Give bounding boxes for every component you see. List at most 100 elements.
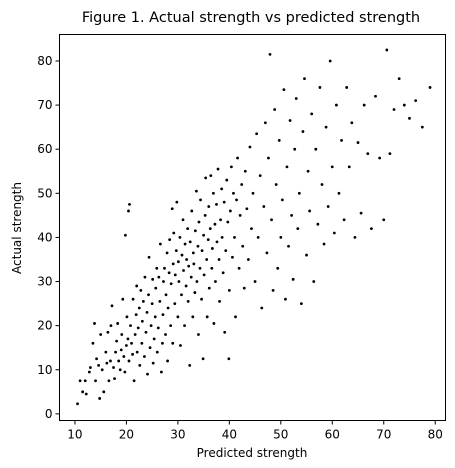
data-point — [168, 238, 172, 242]
data-point — [203, 213, 207, 217]
data-point — [253, 280, 257, 283]
data-point — [163, 266, 166, 270]
data-point — [95, 357, 98, 361]
data-point — [356, 141, 360, 144]
data-point — [382, 218, 386, 222]
x-tick-label: 80 — [428, 428, 443, 442]
data-point — [260, 306, 264, 310]
data-point — [132, 379, 136, 383]
data-point — [214, 280, 217, 283]
data-point — [234, 315, 237, 319]
data-point — [149, 324, 153, 328]
y-axis-label: Actual strength — [10, 182, 24, 274]
data-point — [189, 275, 193, 279]
data-point — [310, 112, 314, 116]
data-point — [200, 297, 203, 301]
data-point — [414, 99, 418, 103]
data-point — [291, 277, 295, 281]
data-point — [162, 280, 165, 283]
data-point — [154, 286, 158, 290]
data-point — [186, 227, 190, 231]
data-point — [232, 191, 235, 195]
plot-area — [59, 34, 446, 421]
data-point — [369, 227, 373, 231]
data-point — [205, 315, 209, 319]
y-tick-label: 80 — [37, 54, 52, 68]
data-point — [280, 198, 284, 202]
data-point — [277, 138, 281, 142]
data-point — [147, 255, 151, 259]
data-point — [164, 333, 167, 336]
data-point — [340, 138, 343, 142]
data-point — [116, 322, 120, 325]
data-point — [186, 299, 190, 303]
data-point — [93, 322, 96, 325]
data-point — [213, 222, 217, 226]
data-point — [263, 121, 267, 125]
data-point — [204, 176, 208, 180]
data-point — [174, 249, 178, 253]
data-point — [155, 266, 159, 270]
data-point — [246, 258, 250, 261]
data-point — [195, 189, 198, 193]
data-point — [146, 372, 149, 376]
data-point — [169, 324, 173, 328]
data-point — [134, 313, 138, 317]
data-point — [245, 207, 249, 211]
data-point — [198, 266, 202, 270]
data-point — [176, 260, 180, 264]
data-point — [242, 286, 246, 290]
data-point — [121, 297, 125, 301]
data-point — [258, 174, 262, 178]
x-axis-label: Predicted strength — [197, 446, 308, 460]
data-point — [359, 211, 363, 215]
data-point — [276, 266, 280, 270]
data-point — [271, 288, 275, 292]
x-tick-label: 10 — [67, 428, 82, 442]
data-point — [123, 233, 127, 237]
data-point — [152, 337, 156, 341]
data-point — [312, 280, 316, 283]
data-point — [144, 330, 148, 334]
data-point — [177, 280, 181, 283]
data-point — [127, 359, 131, 363]
data-point — [151, 277, 155, 281]
data-point — [88, 366, 92, 369]
data-point — [125, 315, 129, 319]
data-point — [342, 218, 346, 222]
data-point — [141, 299, 145, 303]
y-tick-label: 60 — [37, 142, 52, 156]
data-point — [305, 253, 308, 257]
data-point — [326, 205, 330, 208]
data-point — [350, 121, 354, 125]
data-point — [195, 280, 199, 283]
data-point — [179, 344, 182, 347]
data-point — [166, 359, 169, 363]
data-point — [202, 273, 206, 277]
data-point — [145, 311, 149, 314]
data-point — [126, 337, 130, 341]
data-point — [191, 315, 195, 319]
data-point — [322, 242, 326, 246]
data-point — [196, 244, 200, 248]
data-point — [131, 297, 135, 301]
data-point — [98, 397, 102, 400]
data-point — [293, 147, 297, 151]
data-point — [153, 315, 157, 319]
data-point — [157, 275, 161, 279]
data-point — [294, 97, 298, 100]
data-point — [193, 291, 197, 294]
data-point — [210, 247, 214, 250]
data-point — [240, 183, 244, 186]
data-point — [227, 357, 231, 361]
data-point — [187, 264, 191, 268]
data-point — [76, 402, 79, 406]
data-point — [171, 341, 175, 345]
data-point — [308, 209, 312, 213]
data-point — [366, 152, 370, 156]
data-point — [143, 275, 147, 279]
data-point — [330, 165, 334, 169]
data-point — [110, 304, 114, 308]
data-point — [397, 77, 401, 81]
